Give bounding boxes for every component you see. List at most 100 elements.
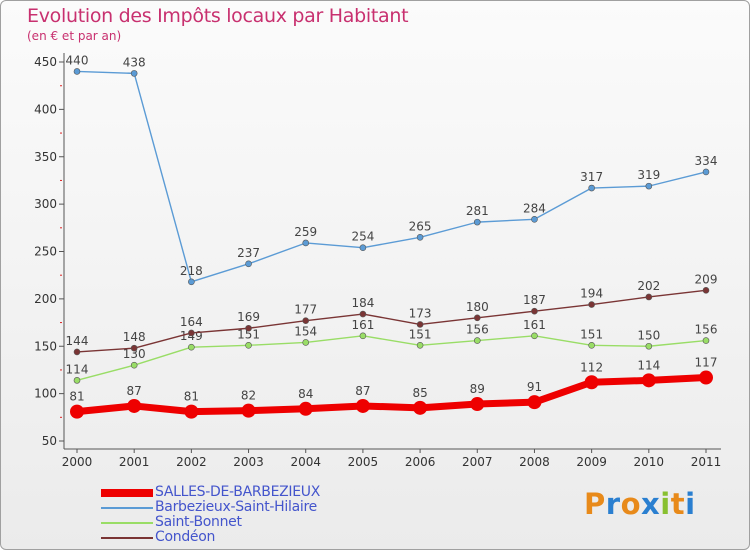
- data-label: 438: [123, 55, 146, 69]
- data-point: [130, 344, 138, 352]
- series-line-saint-bonnet: [76, 335, 707, 382]
- x-tick-label: 2004: [290, 455, 321, 469]
- data-point: [241, 403, 256, 418]
- data-label: 169: [237, 310, 260, 324]
- data-label: 237: [237, 246, 260, 260]
- data-point: [188, 343, 195, 351]
- data-point: [416, 233, 424, 241]
- data-point: [531, 215, 538, 223]
- data-point: [127, 398, 142, 413]
- data-point: [702, 168, 710, 176]
- data-label: 209: [695, 272, 718, 286]
- data-point: [359, 332, 367, 340]
- data-point: [641, 373, 656, 388]
- data-point: [702, 337, 710, 344]
- legend-swatch: [101, 537, 153, 539]
- data-label: 281: [466, 204, 489, 218]
- data-label: 161: [351, 318, 374, 332]
- legend-swatch: [101, 489, 153, 497]
- data-point: [302, 339, 310, 346]
- data-point: [584, 375, 599, 390]
- data-label: 156: [695, 323, 718, 337]
- data-label: 202: [637, 279, 660, 293]
- data-label: 254: [351, 230, 374, 244]
- data-point: [245, 342, 252, 349]
- data-label: 151: [237, 327, 260, 341]
- data-label: 89: [470, 382, 485, 396]
- data-point: [531, 307, 538, 315]
- data-label: 112: [580, 360, 603, 374]
- data-label: 82: [241, 389, 256, 403]
- data-point: [188, 278, 195, 286]
- y-tick-label: 300: [34, 197, 57, 211]
- data-label: 151: [580, 327, 603, 341]
- data-label: 114: [637, 358, 660, 372]
- data-point: [416, 342, 424, 349]
- data-point: [413, 400, 428, 415]
- data-label: 81: [69, 390, 84, 404]
- data-label: 144: [66, 334, 89, 348]
- data-label: 187: [523, 293, 546, 307]
- data-point: [130, 361, 138, 369]
- chart-title: Evolution des Impôts locaux par Habitant: [27, 5, 409, 27]
- data-label: 440: [66, 53, 89, 67]
- data-label: 87: [355, 384, 370, 398]
- x-tick-label: 2006: [405, 455, 436, 469]
- data-label: 81: [184, 390, 199, 404]
- data-point: [527, 395, 542, 410]
- legend-swatch: [101, 507, 153, 509]
- data-point: [355, 398, 370, 413]
- data-point: [73, 68, 81, 75]
- data-label: 259: [294, 225, 317, 239]
- chart-subtitle: (en € et par an): [27, 29, 122, 43]
- data-point: [298, 401, 313, 416]
- x-tick-label: 2009: [576, 455, 607, 469]
- data-point: [588, 301, 595, 308]
- data-point: [702, 287, 710, 294]
- data-label: 117: [695, 356, 718, 370]
- data-point: [645, 182, 653, 190]
- legend-label: Saint-Bonnet: [155, 514, 242, 530]
- data-point: [130, 70, 138, 77]
- legend-label: Condéon: [155, 529, 216, 545]
- data-label: 173: [409, 306, 432, 320]
- data-label: 130: [123, 347, 146, 361]
- data-label: 284: [523, 201, 546, 215]
- data-point: [302, 239, 310, 247]
- data-label: 161: [523, 318, 546, 332]
- data-label: 164: [180, 315, 203, 329]
- x-tick-label: 2005: [348, 455, 379, 469]
- data-label: 194: [580, 287, 603, 301]
- data-label: 87: [127, 384, 142, 398]
- legend-label: SALLES-DE-BARBEZIEUX: [155, 484, 321, 500]
- data-label: 148: [123, 330, 146, 344]
- data-label: 85: [412, 386, 427, 400]
- data-point: [70, 404, 84, 419]
- data-point: [645, 293, 653, 301]
- data-label: 151: [409, 327, 432, 341]
- data-point: [184, 404, 199, 419]
- data-label: 154: [294, 324, 317, 338]
- data-label: 177: [294, 303, 317, 317]
- data-label: 180: [466, 300, 489, 314]
- data-point: [359, 310, 367, 318]
- x-tick-label: 2003: [233, 455, 264, 469]
- data-point: [470, 397, 485, 412]
- data-label: 114: [66, 362, 89, 376]
- data-point: [416, 321, 424, 328]
- legend-label: Barbezieux-Saint-Hilaire: [155, 499, 317, 515]
- data-point: [699, 370, 713, 385]
- legend-swatch: [101, 522, 153, 524]
- data-label: 156: [466, 323, 489, 337]
- y-tick-label: 350: [34, 150, 57, 164]
- y-tick-label: 100: [34, 387, 57, 401]
- data-point: [359, 244, 367, 252]
- data-point: [531, 332, 538, 340]
- x-tick-label: 2008: [519, 455, 550, 469]
- data-point: [473, 218, 481, 226]
- data-point: [188, 329, 195, 337]
- y-tick-label: 400: [34, 102, 57, 116]
- data-label: 91: [527, 380, 542, 394]
- data-point: [473, 314, 481, 322]
